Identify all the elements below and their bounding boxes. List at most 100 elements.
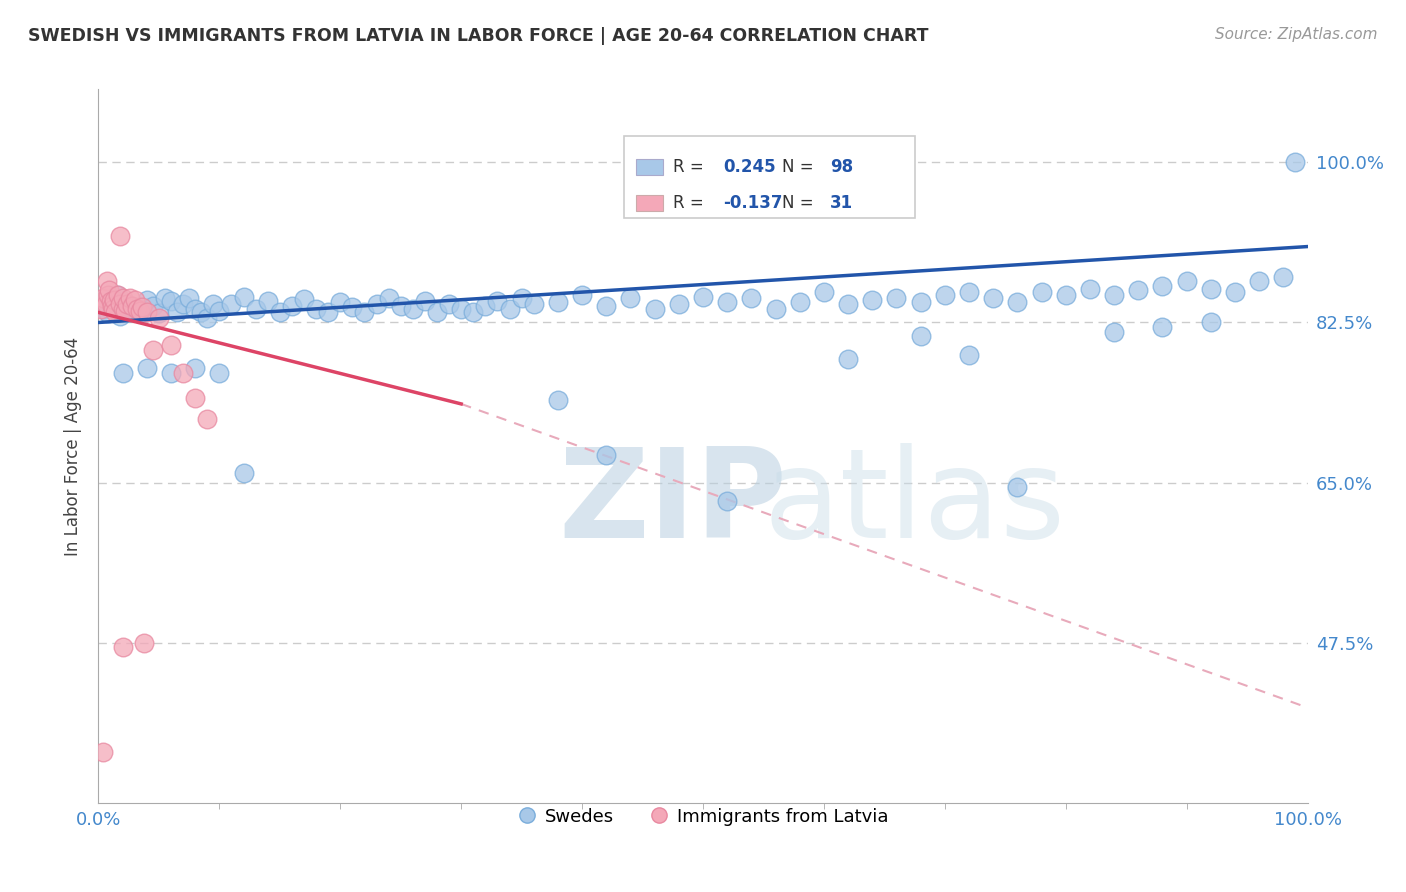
Point [160,366,183,380]
Text: R =: R = [672,194,709,212]
Point [668,297,690,311]
Point [402,301,425,316]
Point [837,297,859,311]
Point [202,297,225,311]
Point [413,294,436,309]
Point [910,295,932,310]
Point [1175,274,1198,288]
Point [90,301,112,316]
Point [389,299,412,313]
Text: Source: ZipAtlas.com: Source: ZipAtlas.com [1215,27,1378,42]
Point [1152,279,1174,293]
Point [117,297,139,311]
Text: SWEDISH VS IMMIGRANTS FROM LATVIA IN LABOR FORCE | AGE 20-64 CORRELATION CHART: SWEDISH VS IMMIGRANTS FROM LATVIA IN LAB… [28,27,928,45]
Point [740,291,762,305]
Point [96,274,118,288]
Point [957,285,980,300]
Point [1223,285,1246,300]
Point [135,361,157,376]
Point [128,303,150,318]
Point [104,305,127,319]
Text: R =: R = [672,158,709,176]
Point [1128,284,1150,298]
Point [111,297,134,311]
Point [1152,320,1174,334]
Point [716,295,738,310]
Bar [637,195,664,211]
Point [91,291,114,305]
Point [765,301,787,316]
Point [94,297,117,311]
Point [595,448,617,462]
Point [172,366,194,380]
Point [957,347,980,361]
Point [837,352,859,367]
Point [184,301,207,316]
Point [118,300,141,314]
Point [1199,316,1222,330]
Text: ZIP: ZIP [558,442,786,564]
Point [366,297,388,311]
Point [644,301,666,316]
Point [716,494,738,508]
Text: N =: N = [782,194,818,212]
Point [100,294,122,309]
Point [98,284,121,298]
Legend: Swedes, Immigrants from Latvia: Swedes, Immigrants from Latvia [510,801,896,833]
Point [474,299,496,313]
Text: 98: 98 [830,158,853,176]
Bar [637,159,664,175]
Point [426,305,449,319]
Point [305,301,328,316]
Point [813,285,835,300]
FancyBboxPatch shape [624,136,915,218]
Point [789,295,811,310]
Point [1272,269,1295,284]
Point [93,301,115,316]
Point [124,293,146,307]
Point [108,309,131,323]
Point [437,297,460,311]
Point [101,293,124,307]
Point [1054,288,1077,302]
Point [142,343,165,357]
Point [105,288,128,302]
Point [118,291,141,305]
Point [142,299,165,313]
Point [131,300,153,314]
Point [184,361,207,376]
Point [208,303,231,318]
Point [934,288,956,302]
Point [329,295,352,310]
Point [595,299,617,313]
Point [510,291,533,305]
Point [232,290,254,304]
Point [111,366,134,380]
Point [571,288,593,302]
Point [232,467,254,481]
Point [1284,155,1306,169]
Point [547,295,569,310]
Point [860,293,883,307]
Point [1078,282,1101,296]
Point [377,291,399,305]
Point [114,303,136,318]
Point [547,393,569,408]
Point [114,303,136,318]
Point [108,228,131,243]
Point [269,305,291,319]
Point [981,291,1004,305]
Point [886,291,908,305]
Point [91,746,114,760]
Text: -0.137: -0.137 [724,194,783,212]
Point [353,304,375,318]
Point [486,294,509,309]
Point [208,366,231,380]
Point [100,300,122,314]
Point [1007,480,1029,494]
Point [1102,325,1125,339]
Point [1102,288,1125,302]
Point [121,299,143,313]
Point [245,301,267,316]
Text: atlas: atlas [763,442,1066,564]
